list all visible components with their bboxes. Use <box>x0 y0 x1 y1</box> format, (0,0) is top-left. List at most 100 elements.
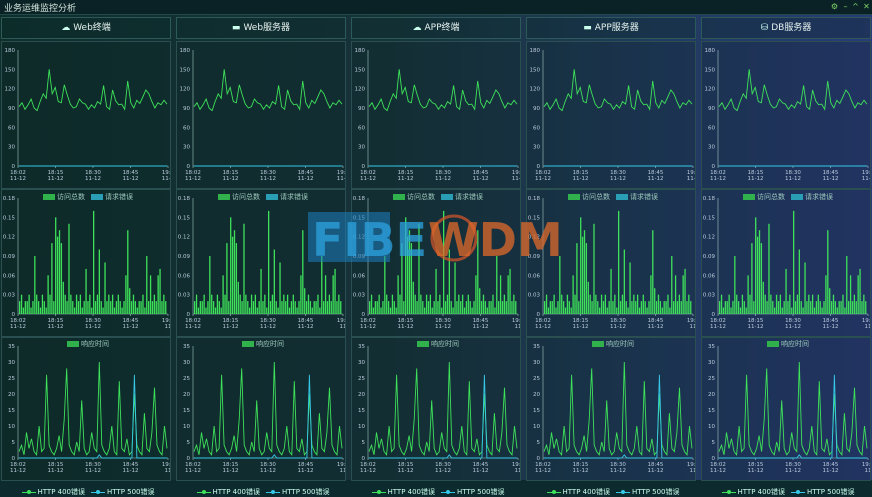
x-tick-date: 11-12 <box>260 324 276 330</box>
response-bar <box>671 256 673 314</box>
response-bar <box>249 307 251 314</box>
response-bar <box>458 294 460 314</box>
close-icon[interactable]: ✕ <box>863 2 870 11</box>
response-time-chart: 0.18 0.15 0.12 0.09 0.06 0.03 0 18:02 11-12 18:15… <box>176 189 350 337</box>
response-bar <box>612 301 614 314</box>
x-tick-time: 18:30 <box>610 318 626 324</box>
x-tick-time: 18:45 <box>648 318 664 324</box>
legend-label: 请求错误 <box>280 193 308 201</box>
x-tick-time: 18:02 <box>185 318 201 324</box>
x-tick-time: 18:45 <box>823 170 839 176</box>
y-tick-label: 60 <box>708 125 715 131</box>
error-chart: 35 30 25 20 15 10 5 0 18:02 11-12 18:15 11-12 18:30 1… <box>351 337 525 481</box>
x-tick-date: 11-12 <box>473 324 489 330</box>
x-tick-time: 18:15 <box>48 170 64 176</box>
response-bar <box>218 301 220 314</box>
y-tick-label: 30 <box>708 360 715 366</box>
database-icon: ⛁ <box>760 23 769 33</box>
column-header: ▬ APP服务器 <box>526 17 696 39</box>
x-tick-time: 18:45 <box>123 318 139 324</box>
x-tick-time: 19:0 <box>337 318 345 324</box>
response-bar <box>393 301 395 314</box>
x-tick-time: 18:15 <box>398 170 414 176</box>
response-bar <box>682 275 684 314</box>
chart-legend[interactable]: HTTP 400错误 HTTP 500错误 <box>526 487 694 497</box>
chart-legend[interactable]: 响应时间 <box>701 339 869 349</box>
response-bar <box>340 301 342 314</box>
chart-legend[interactable]: 响应时间 <box>176 339 344 349</box>
legend-label: 响应时间 <box>256 340 284 348</box>
response-bar <box>564 307 567 314</box>
y-tick-label: 0 <box>187 164 191 170</box>
legend-swatch <box>616 489 630 495</box>
response-bar <box>121 307 123 314</box>
response-bar <box>254 294 257 314</box>
response-bar <box>644 301 646 314</box>
chart-legend[interactable]: 访问总数 请求错误 <box>526 192 694 202</box>
y-tick-label: 30 <box>533 145 540 151</box>
response-bar <box>650 275 652 314</box>
y-tick-label: 0.15 <box>703 215 716 221</box>
response-bar <box>47 275 49 314</box>
chart-legend[interactable]: 访问总数 请求错误 <box>176 192 344 202</box>
response-bar <box>619 301 622 314</box>
chart-legend[interactable]: HTTP 400错误 HTTP 500错误 <box>1 487 169 497</box>
chart-legend[interactable]: HTTP 400错误 HTTP 500错误 <box>176 487 344 497</box>
response-bar <box>140 301 142 314</box>
chart-legend[interactable]: 访问总数 请求错误 <box>351 192 519 202</box>
y-tick-label: 0 <box>12 312 16 318</box>
y-tick-label: 35 <box>8 344 15 350</box>
response-bar <box>252 301 255 314</box>
y-tick-label: 5 <box>362 440 366 446</box>
response-bar <box>667 294 669 314</box>
x-tick-time: 18:30 <box>785 462 801 468</box>
y-tick-label: 90 <box>183 106 190 112</box>
series-line-0 <box>193 69 343 112</box>
response-bar <box>72 301 74 314</box>
response-bar <box>405 217 407 314</box>
chart-legend[interactable]: 响应时间 <box>351 339 519 349</box>
response-bar <box>836 307 838 314</box>
minimize-icon[interactable]: – <box>843 2 848 11</box>
response-bar <box>277 307 279 314</box>
chart-legend[interactable]: HTTP 400错误 HTTP 500错误 <box>351 487 519 497</box>
y-tick-label: 120 <box>5 87 16 93</box>
legend-swatch <box>43 194 55 200</box>
chart-legend[interactable]: 访问总数 请求错误 <box>1 192 169 202</box>
x-tick-date: 11-12 <box>398 468 414 474</box>
response-bar <box>825 275 827 314</box>
response-bar <box>608 301 610 314</box>
error-chart: 35 30 25 20 15 10 5 0 18:02 11-12 18:15 11-12 18:30 1… <box>176 337 350 481</box>
settings-icon[interactable]: ⚙ <box>830 2 839 11</box>
response-bar <box>494 307 496 314</box>
response-bar <box>214 307 217 314</box>
response-bar <box>774 307 776 314</box>
response-bar <box>755 217 757 314</box>
y-tick-label: 30 <box>8 145 15 151</box>
expand-icon[interactable]: ^ <box>852 2 859 11</box>
x-tick-time: 18:45 <box>823 318 839 324</box>
response-bar <box>62 281 64 314</box>
y-tick-label: 0.06 <box>353 273 366 279</box>
response-bar <box>779 294 782 314</box>
x-tick-time: 18:30 <box>785 170 801 176</box>
response-bar <box>499 275 502 314</box>
chart-legend[interactable]: HTTP 400错误 HTTP 500错误 <box>701 487 869 497</box>
y-tick-label: 30 <box>8 360 15 366</box>
series-line-0 <box>193 361 343 457</box>
x-tick-date: 11 <box>515 468 521 474</box>
response-bar <box>460 301 462 314</box>
response-bar <box>853 294 856 314</box>
x-tick-date: 11-12 <box>710 468 726 474</box>
series-line-0 <box>718 361 868 457</box>
chart-legend[interactable]: 响应时间 <box>526 339 694 349</box>
chart-legend[interactable]: 访问总数 请求错误 <box>701 192 869 202</box>
response-bar <box>549 301 551 314</box>
response-bar <box>326 301 329 314</box>
x-tick-time: 18:15 <box>223 170 239 176</box>
legend-label: 响应时间 <box>81 340 109 348</box>
response-bar <box>296 307 298 314</box>
chart-legend[interactable]: 响应时间 <box>1 339 169 349</box>
column-title: APP终端 <box>424 23 460 33</box>
x-tick-date: 11-1 <box>862 176 870 182</box>
